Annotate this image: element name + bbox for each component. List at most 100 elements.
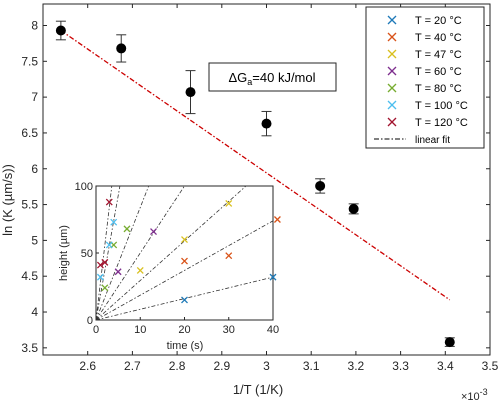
legend-marker [387, 83, 397, 93]
inset-data-point [105, 198, 113, 206]
cross-stroke [105, 241, 113, 249]
inset-data-point [273, 216, 281, 223]
cross-stroke [96, 261, 104, 269]
inset-y-axis-label: height (µm) [58, 225, 70, 281]
y-tick-label: 5 [31, 233, 38, 247]
inset-data-point [181, 257, 188, 265]
inset-y-tick-label: 0 [87, 315, 93, 327]
cross-stroke [101, 258, 109, 266]
cross-stroke [150, 228, 157, 236]
inset-x-tick-label: 20 [178, 324, 190, 336]
y-tick-label: 7 [31, 90, 38, 104]
inset-fit-line [95, 185, 113, 321]
x-tick-label: 2.8 [169, 359, 186, 373]
inset-x-tick-label: 30 [223, 324, 235, 336]
inset-data-point [225, 199, 233, 207]
cross-stroke [181, 257, 188, 265]
x-tick-label: 2.6 [79, 359, 96, 373]
cross-stroke [101, 284, 109, 292]
x-tick-label: 3.1 [303, 359, 320, 373]
data-point-group [55, 20, 66, 41]
x-tick-label: 3.5 [482, 359, 499, 373]
inset-data-point [101, 284, 109, 292]
x-tick-label: 3.2 [348, 359, 365, 373]
cross-stroke [387, 32, 397, 42]
legend-label: T = 47 °C [415, 49, 462, 61]
inset-fit-line [95, 185, 121, 321]
inset-axis-ticks: 0 10 20 30 40 0 50 100 [75, 181, 279, 336]
data-point [116, 43, 127, 54]
y-tick-label: 6 [31, 162, 38, 176]
legend-label: T = 80 °C [415, 83, 462, 95]
legend-label: T = 100 °C [415, 100, 468, 112]
data-point [315, 180, 326, 191]
cross-stroke [225, 252, 233, 260]
cross-stroke [96, 273, 104, 281]
data-point-group [315, 178, 326, 194]
y-tick-label: 3.5 [21, 341, 38, 355]
data-point-group [348, 203, 359, 215]
y-tick-label: 4.5 [21, 269, 38, 283]
cross-stroke [387, 83, 397, 93]
inset-data-point [136, 266, 144, 274]
inset-data-point [181, 296, 188, 304]
cross-stroke [387, 49, 397, 59]
inset-data-point [96, 273, 104, 281]
legend-marker [387, 100, 397, 110]
cross-stroke [181, 236, 188, 244]
inset-data-point [114, 268, 122, 276]
inset-x-tick-label: 0 [93, 324, 99, 336]
legend-label: linear fit [415, 135, 450, 146]
inset-data-point [101, 258, 109, 266]
inset-fit-line [95, 276, 274, 321]
annotation-text: ΔGa=40 kJ/mol [228, 70, 315, 87]
legend-label: T = 60 °C [415, 66, 462, 78]
legend-marker [387, 49, 397, 59]
y-tick-label: 7.5 [21, 54, 38, 68]
cross-stroke [387, 100, 397, 110]
x-tick-label: 3 [263, 359, 270, 373]
legend-box [365, 6, 485, 149]
main-data-marks [55, 20, 455, 348]
cross-stroke [110, 218, 118, 226]
x-axis-label: 1/T (1/K) [233, 382, 283, 397]
y-tick-label: 4 [31, 305, 38, 319]
inset-y-tick-label: 50 [81, 248, 93, 260]
y-tick-label: 5.5 [21, 198, 38, 212]
inset-data-point [105, 241, 113, 249]
data-point-group [116, 34, 127, 63]
cross-stroke [269, 273, 277, 281]
cross-stroke [114, 268, 122, 276]
inset-y-tick-label: 100 [75, 181, 93, 193]
inset-data-point [123, 225, 131, 233]
inset-data-point [181, 236, 188, 244]
cross-stroke [105, 198, 113, 206]
inset-fit-line [95, 220, 274, 321]
cross-stroke [273, 216, 281, 223]
legend-marker [387, 32, 397, 42]
cross-stroke [387, 15, 397, 25]
inset-fit-line [95, 185, 247, 321]
legend: T = 20 °C T = 40 °C T = 47 °C T = 60 °C T = … [374, 15, 468, 146]
x-tick-label: 2.9 [213, 359, 230, 373]
legend-label: T = 20 °C [415, 15, 462, 27]
data-point [185, 87, 196, 98]
cross-stroke [136, 266, 144, 274]
inset-x-tick-label: 10 [134, 324, 146, 336]
inset-data-point [225, 252, 233, 260]
x-tick-label: 3.4 [437, 359, 454, 373]
legend-marker [387, 117, 397, 127]
annotation-box [208, 62, 337, 92]
y-tick-label: 8 [31, 18, 38, 32]
inset-x-axis-label: time (s) [167, 340, 204, 352]
y-tick-label: 6.5 [21, 126, 38, 140]
data-point [261, 118, 272, 129]
inset-plot-area [95, 185, 274, 321]
x-multiplier: ×10-3 [461, 387, 488, 403]
cross-stroke [387, 117, 397, 127]
inset-fit-line [95, 185, 185, 321]
main-axis-ticks: 2.6 2.7 2.8 2.9 3 3.1 3.2 3.3 3.4 3.5 3.5 4 4.5 5 5.5 6… [21, 4, 499, 373]
inset-data-point [269, 273, 277, 281]
legend-label: T = 120 °C [415, 117, 468, 129]
legend-marker [387, 66, 397, 76]
